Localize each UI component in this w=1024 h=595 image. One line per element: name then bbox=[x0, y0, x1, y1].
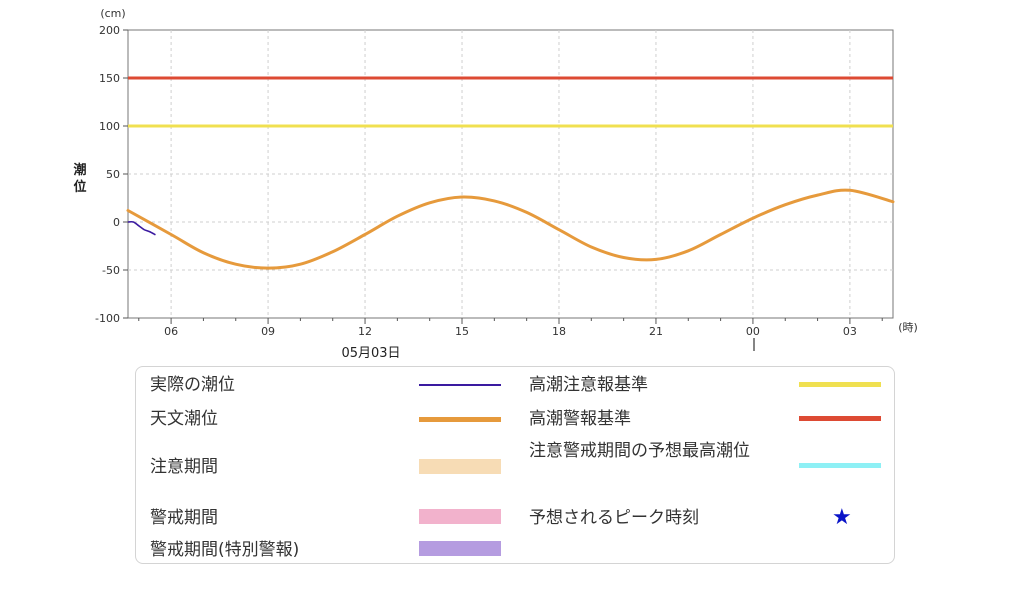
legend-predicted-max-label: 注意警戒期間の予想最高潮位 bbox=[529, 441, 750, 461]
legend-advisory-label: 高潮注意報基準 bbox=[529, 375, 648, 395]
y-axis-label: 潮位 bbox=[73, 162, 86, 195]
threshold-lines bbox=[128, 76, 893, 128]
legend-predicted-max-swatch bbox=[799, 463, 881, 468]
legend-peak-time-label: 予想されるピーク時刻 bbox=[529, 508, 699, 528]
legend-warning-level-swatch bbox=[799, 416, 881, 421]
y-tick-label: -100 bbox=[95, 312, 120, 325]
x-tick-label: 15 bbox=[455, 325, 469, 338]
y-tick-label: 150 bbox=[99, 72, 120, 85]
legend-warning-label: 警戒期間 bbox=[150, 508, 218, 528]
series-lines bbox=[126, 188, 895, 270]
legend-caution-swatch bbox=[419, 459, 501, 474]
y-tick-label: 50 bbox=[106, 168, 120, 181]
x-tick-label: 21 bbox=[649, 325, 663, 338]
x-tick-label: 09 bbox=[261, 325, 275, 338]
y-tick-label: -50 bbox=[102, 264, 120, 277]
y-tick-label: 100 bbox=[99, 120, 120, 133]
series-line-actual bbox=[127, 220, 156, 236]
peak-star-icon: ★ bbox=[832, 505, 852, 530]
x-tick-label: 18 bbox=[552, 325, 566, 338]
date-label: 05月03日 bbox=[341, 346, 400, 361]
x-tick-label: 03 bbox=[843, 325, 857, 338]
x-unit: (時) bbox=[898, 321, 918, 334]
x-tick-label: 06 bbox=[164, 325, 178, 338]
x-ticks: 06 09 12 15 18 21 00 03 bbox=[138, 318, 883, 338]
legend-actual-label: 実際の潮位 bbox=[150, 375, 235, 395]
x-tick-label: 00 bbox=[746, 325, 760, 338]
legend-special-warning-swatch bbox=[419, 541, 501, 556]
x-tick-label: 12 bbox=[358, 325, 372, 338]
legend-caution-label: 注意期間 bbox=[150, 457, 218, 477]
y-unit: (cm) bbox=[100, 7, 125, 20]
tide-chart: 200 150 100 50 0 -50 -100 06 09 12 15 18 21 00 03 (cm… bbox=[73, 7, 918, 361]
series-line-astronomical bbox=[126, 188, 895, 270]
legend-astronomical-label: 天文潮位 bbox=[150, 409, 218, 429]
legend-special-warning-label: 警戒期間(特別警報) bbox=[150, 540, 300, 560]
y-tick-label: 200 bbox=[99, 24, 120, 37]
legend-advisory-swatch bbox=[799, 382, 881, 387]
legend-astronomical-swatch bbox=[419, 417, 501, 422]
y-ticks: 200 150 100 50 0 -50 -100 bbox=[95, 24, 128, 325]
legend-warning-swatch bbox=[419, 509, 501, 524]
y-tick-label: 0 bbox=[113, 216, 120, 229]
legend-actual-swatch bbox=[419, 384, 501, 386]
legend: 実際の潮位 天文潮位 注意期間 警戒期間 警戒期間(特別警報) 高潮注意報基準 … bbox=[135, 366, 895, 564]
legend-warning-level-label: 高潮警報基準 bbox=[529, 409, 631, 429]
